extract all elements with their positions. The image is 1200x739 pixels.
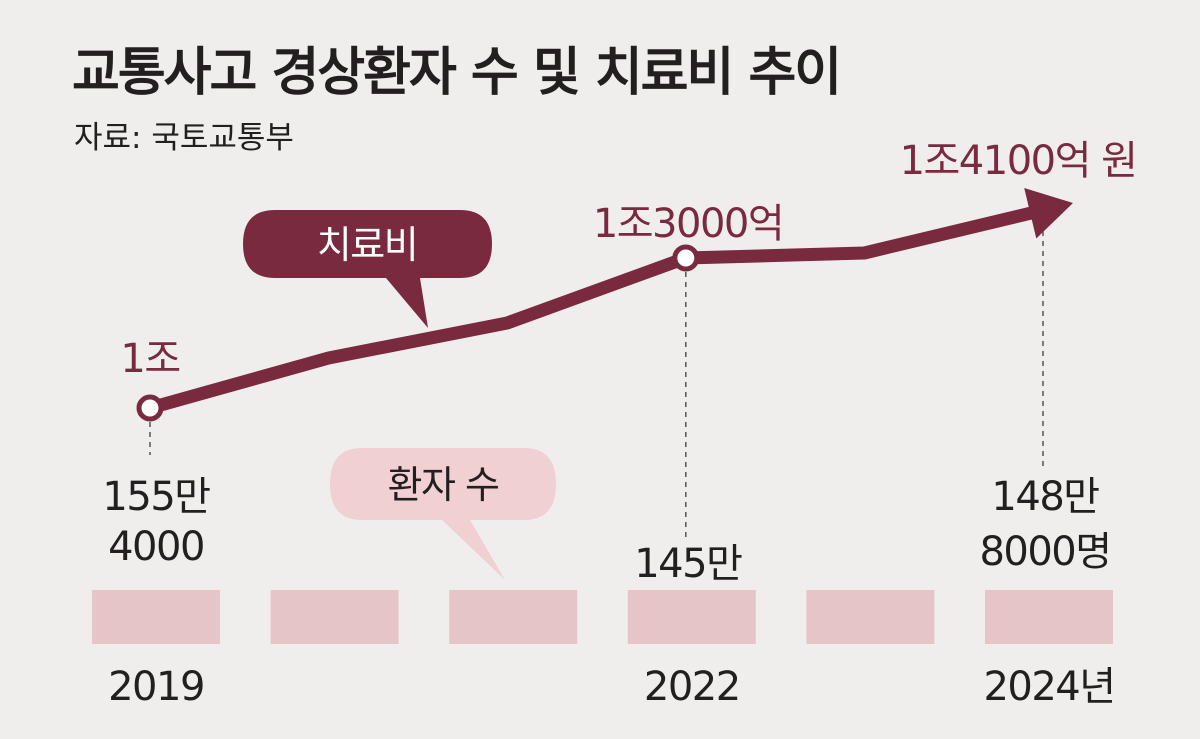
series-tag-cost xyxy=(243,210,492,328)
patient-bar-2023 xyxy=(806,590,935,644)
patient-label-2019: 4000 xyxy=(108,524,204,570)
patient-bar-2021 xyxy=(449,590,578,644)
x-tick-label: 2024년 xyxy=(983,664,1114,710)
x-tick-label: 2022 xyxy=(644,664,740,710)
series-tag-cost-label: 치료비 xyxy=(317,223,417,267)
cost-label-2024: 1조4100억 원 xyxy=(900,138,1137,184)
cost-label-2019: 1조 xyxy=(120,336,179,382)
patient-bar-2022 xyxy=(627,590,756,644)
patient-bar-2019 xyxy=(92,590,220,644)
patient-label-2024: 148만 xyxy=(991,474,1099,520)
patient-bar-2024 xyxy=(985,590,1113,644)
x-tick-label: 2019 xyxy=(108,664,204,710)
patient-label-2024: 8000명 xyxy=(979,529,1110,575)
patient-label-2019: 155만 xyxy=(102,474,210,520)
chart-title: 교통사고 경상환자 수 및 치료비 추이 xyxy=(72,43,842,103)
cost-point-2022 xyxy=(672,244,700,272)
series-tag-patients xyxy=(330,448,556,580)
patient-bar-2020 xyxy=(270,590,399,644)
series-tag-patients-label: 환자 수 xyxy=(388,463,499,507)
cost-line xyxy=(148,204,1042,415)
chart-source: 자료: 국토교통부 xyxy=(74,120,294,156)
patient-label-2022: 145만 xyxy=(634,541,742,587)
cost-arrowhead xyxy=(1024,188,1073,239)
cost-point-2019 xyxy=(136,394,164,422)
cost-label-2022: 1조3000억 xyxy=(593,201,783,247)
